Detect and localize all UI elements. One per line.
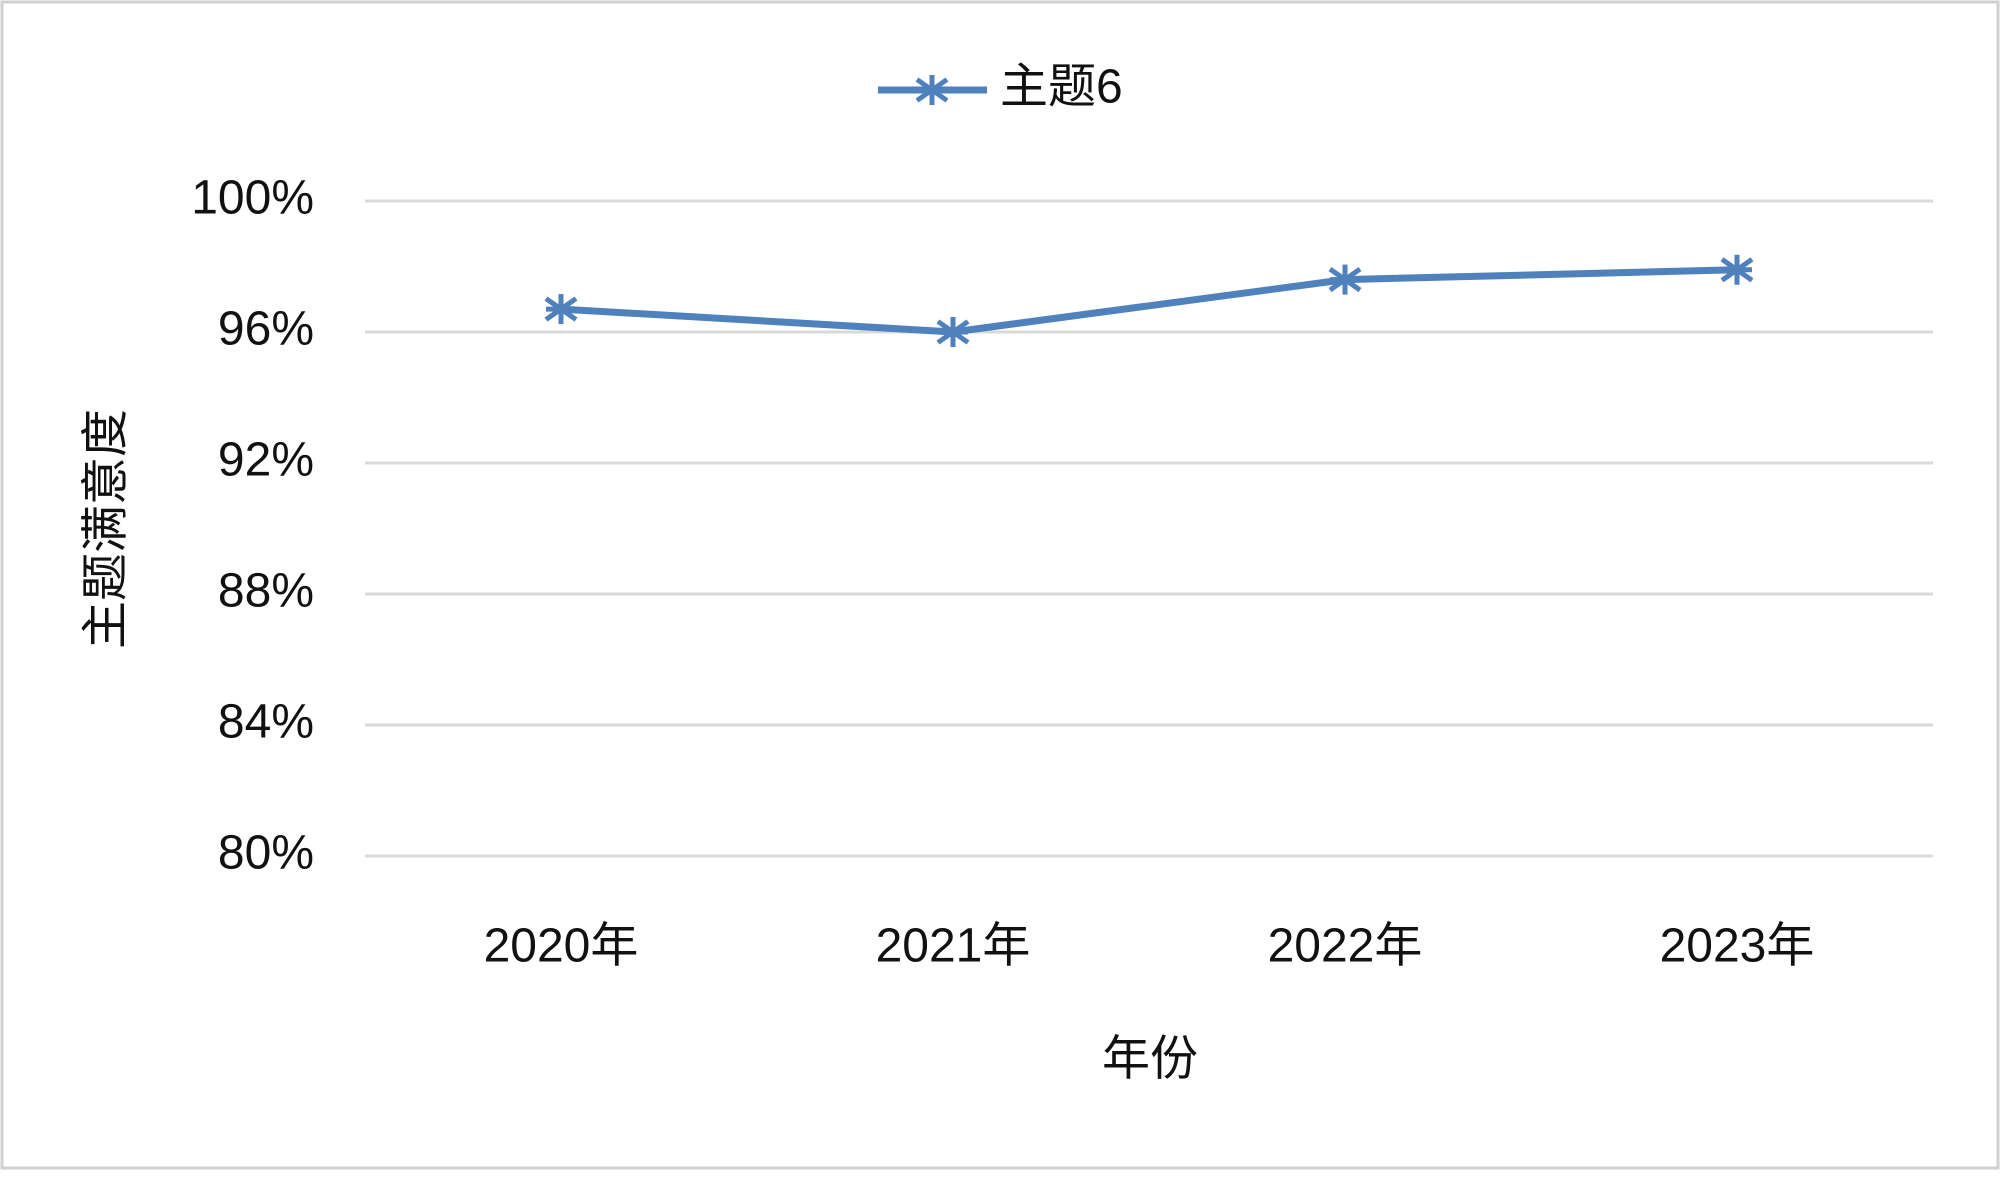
y-tick-label: 100% — [191, 172, 314, 225]
x-tick-label: 2021年 — [876, 920, 1031, 973]
data-point — [1720, 254, 1754, 285]
y-tick-label: 84% — [218, 696, 314, 749]
x-tick-label: 2023年 — [1660, 920, 1815, 973]
y-axis-title: 主题满意度 — [80, 409, 133, 649]
x-tick-label: 2022年 — [1268, 920, 1423, 973]
data-point — [936, 317, 970, 347]
y-tick-label: 96% — [218, 303, 314, 356]
x-tick-label: 2020年 — [484, 920, 639, 973]
y-tick-label: 80% — [218, 827, 314, 880]
series-line — [560, 266, 1738, 336]
y-tick-label: 92% — [218, 434, 314, 487]
x-axis-title: 年份 — [1102, 1033, 1198, 1086]
data-point — [1328, 264, 1362, 295]
y-tick-label: 88% — [218, 565, 314, 618]
data-point — [544, 294, 578, 325]
legend-label: 主题6 — [1000, 61, 1123, 114]
legend-marker — [915, 75, 949, 105]
